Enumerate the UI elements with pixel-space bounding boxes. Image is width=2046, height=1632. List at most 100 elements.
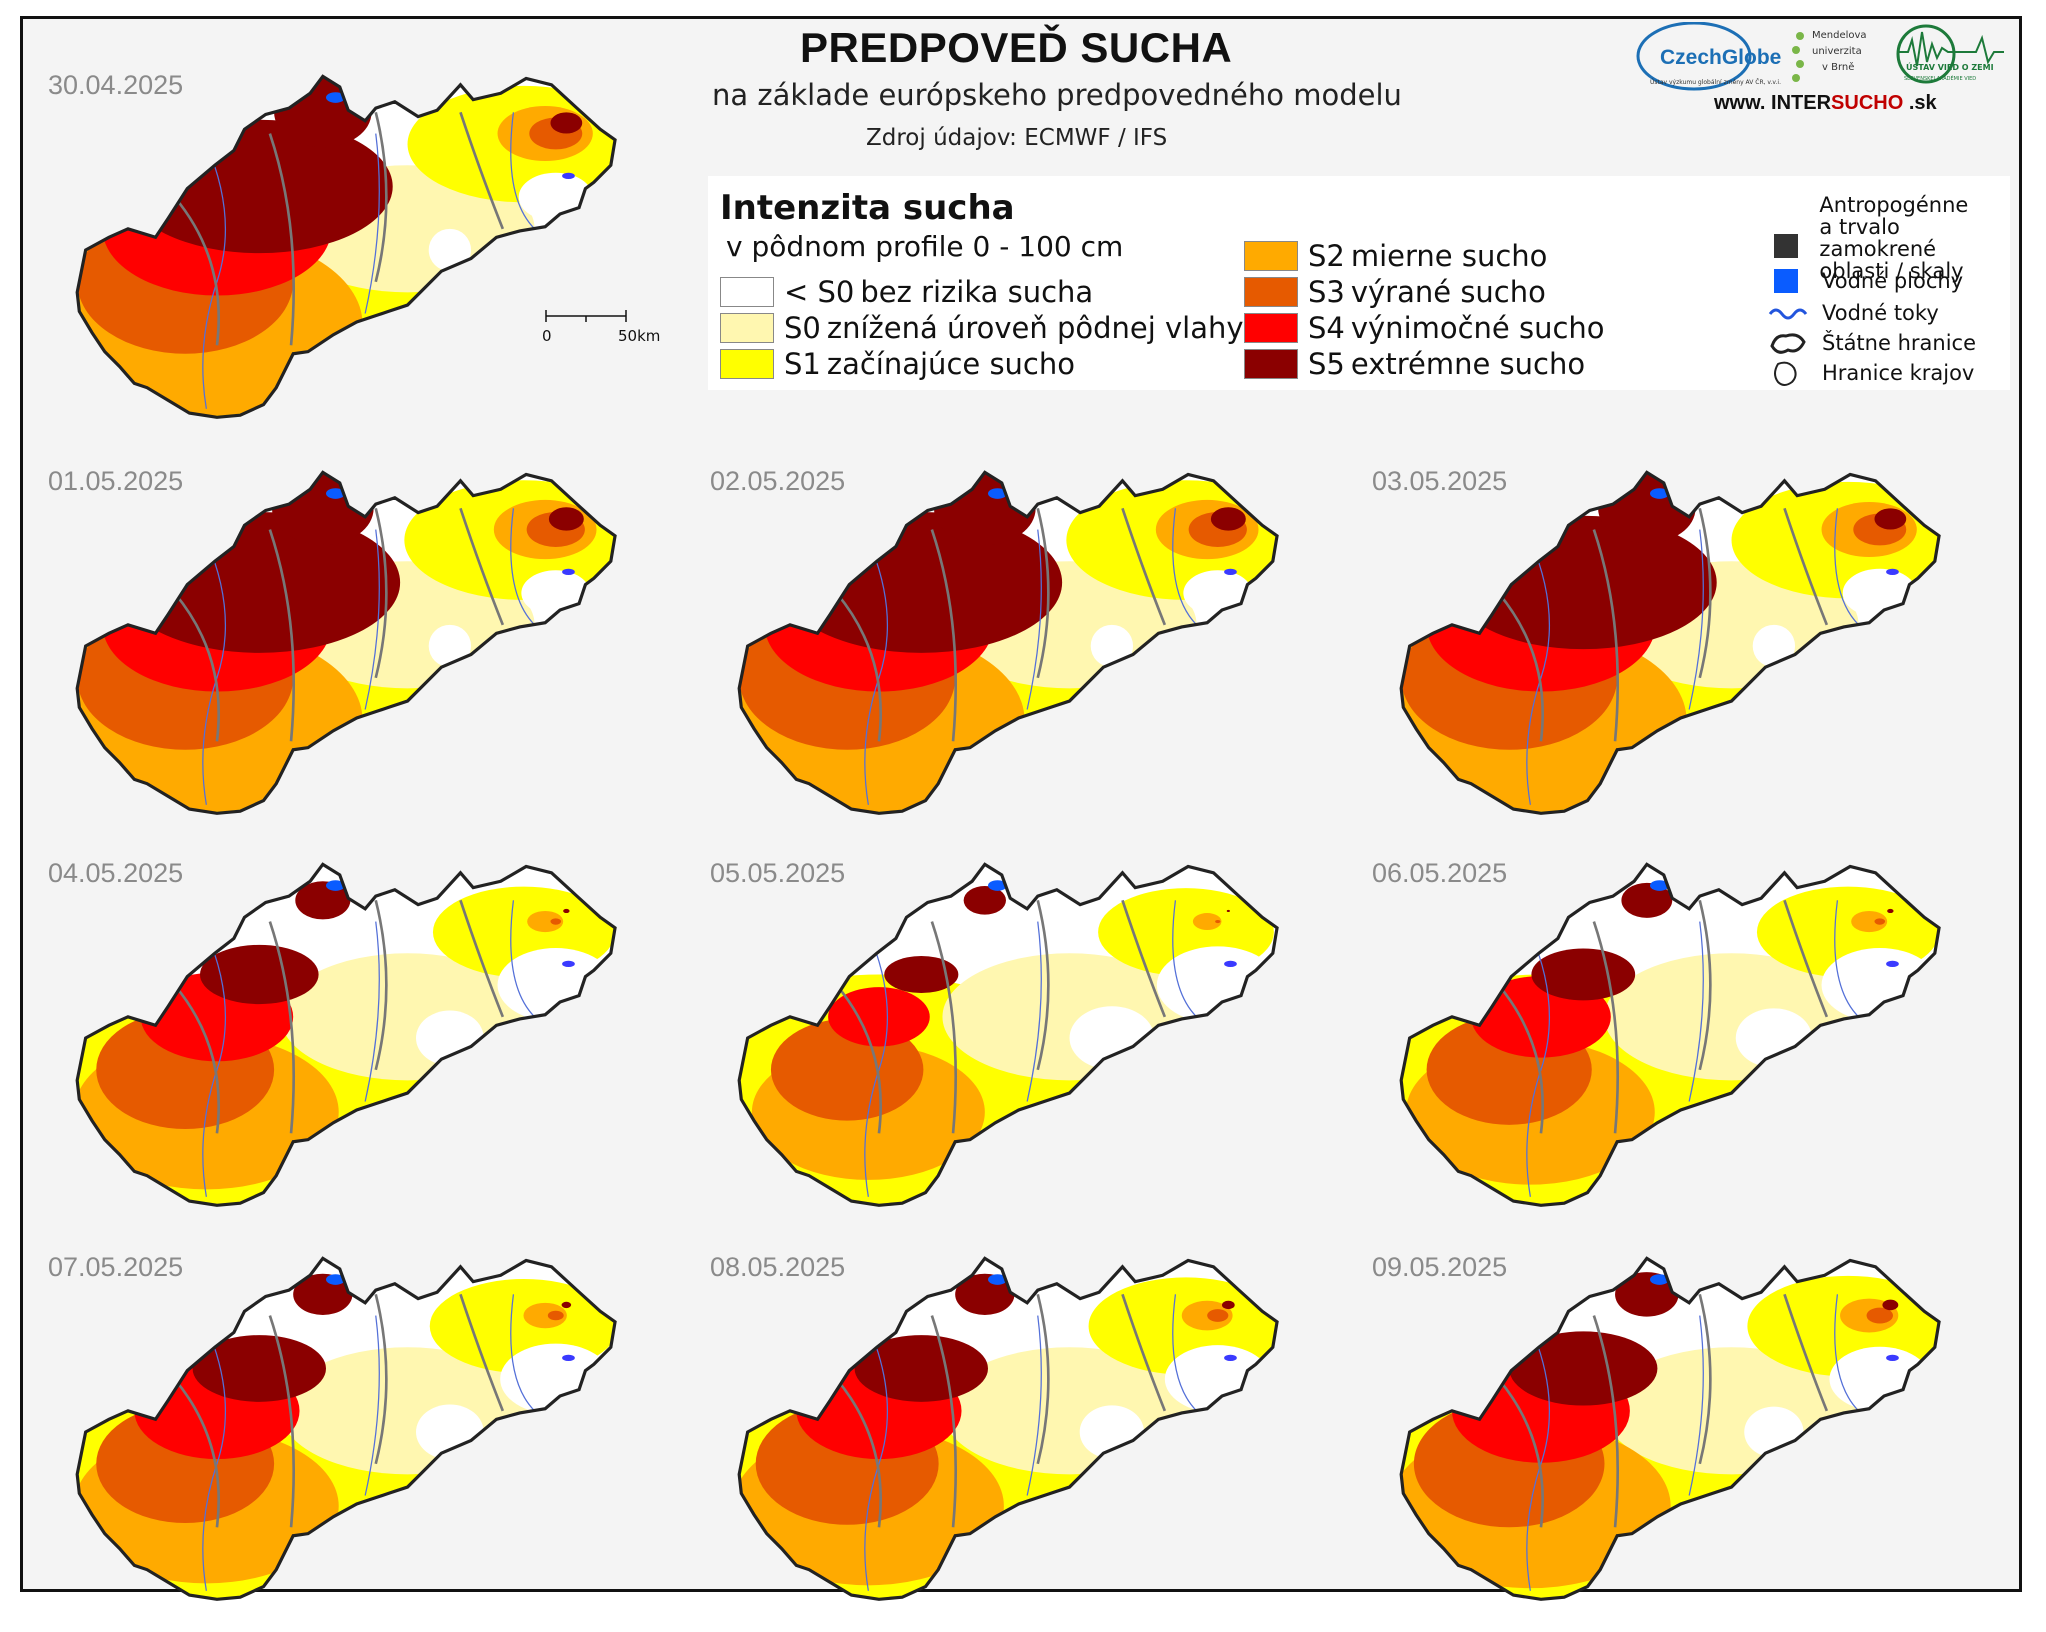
water-body: [1650, 1274, 1670, 1285]
state-border: [1399, 470, 1941, 815]
s5-area: [192, 1335, 326, 1402]
legend-title: Intenzita sucha: [720, 188, 1015, 228]
water-body: [562, 960, 575, 968]
legend-item-region-border: Hranice krajov: [1768, 358, 1974, 388]
east-s2-area: [523, 1302, 567, 1329]
page-title: PREDPOVEĎ SUCHA: [800, 24, 1233, 71]
data-source: Zdroj údajov: ECMWF / IFS: [866, 125, 1168, 151]
water-body: [326, 880, 346, 891]
river-line: [1834, 900, 1860, 1018]
map-panel-09.05.2025: 09.05.2025: [1368, 1252, 2028, 1632]
state-border: [737, 1256, 1279, 1601]
s5-area: [884, 955, 959, 993]
logos: CzechGlobe Ústav výzkumu globální změny …: [1636, 21, 2008, 120]
s4-area: [828, 987, 930, 1047]
east-s2-area: [527, 910, 564, 933]
region-border: [835, 507, 1167, 742]
legend-item-s2: S2 mierne sucho: [1244, 238, 1547, 274]
river-line: [1834, 1294, 1860, 1412]
region-border: [1497, 899, 1829, 1134]
czechglobe-wordmark: CzechGlobe: [1660, 46, 1781, 69]
dark-square-icon: [1774, 234, 1798, 258]
east-no-risk-area: [1164, 1345, 1271, 1413]
river-line: [1026, 529, 1042, 710]
east-no-risk-area: [497, 948, 614, 1023]
river-line: [1834, 508, 1860, 626]
east-s3-area: [550, 918, 562, 925]
east-s3-area: [547, 1310, 564, 1321]
region-border: [1497, 507, 1829, 742]
s5-area: [200, 944, 319, 1005]
map-panel-01.05.2025: 01.05.2025: [44, 466, 704, 846]
state-border: [737, 470, 1279, 815]
legend-item-anthropogenic: Antropogénne a trvalo zamokrené oblasti …: [1768, 194, 2010, 282]
s5-area: [1531, 948, 1636, 1001]
czechglobe-subtitle: Ústav výzkumu globální změny AV ČR, v.v.…: [1650, 79, 1781, 86]
east-s2-area: [1851, 910, 1888, 933]
region-border: [173, 899, 505, 1134]
river-line: [510, 900, 536, 1018]
river-line: [364, 529, 380, 710]
legend-item-s0: S0 znížená úroveň pôdnej vlahy: [720, 310, 1244, 346]
no-risk-area: [428, 228, 472, 272]
river-line: [202, 539, 227, 805]
slovakia-drought-map: [1399, 862, 1941, 1207]
website-link[interactable]: www. INTERSUCHO .sk: [1714, 92, 1937, 114]
river-line: [1526, 931, 1551, 1197]
river-line: [1026, 921, 1042, 1102]
river-line: [1172, 508, 1198, 626]
legend-swatch: [1244, 277, 1298, 307]
slovakia-drought-map: [75, 862, 617, 1207]
s5-north-area: [271, 472, 374, 545]
water-body: [562, 568, 575, 576]
state-border-icon: [1770, 333, 1806, 354]
state-border: [75, 862, 617, 1207]
east-no-risk-area: [1156, 946, 1278, 1024]
region-border: [173, 507, 505, 742]
water-body: [1886, 1354, 1899, 1362]
east-s5-area: [1887, 908, 1894, 914]
river-line: [510, 1294, 536, 1412]
state-border: [75, 1256, 617, 1601]
east-s3-area: [1207, 1309, 1229, 1322]
map-panel-02.05.2025: 02.05.2025: [706, 466, 1366, 846]
svg-text:v Brně: v Brně: [1822, 61, 1854, 73]
legend-swatch: [1244, 313, 1298, 343]
river-line: [1172, 1294, 1198, 1412]
map-date-label: 02.05.2025: [710, 466, 846, 496]
river-line: [364, 921, 380, 1102]
water-body: [1650, 488, 1670, 499]
no-risk-area: [1735, 1008, 1812, 1068]
region-border: [1497, 1293, 1829, 1528]
legend-item-s0-none: < S0 bez rizika sucha: [720, 274, 1093, 310]
water-body: [562, 172, 575, 180]
river-line: [1688, 529, 1704, 710]
east-s5-area: [548, 507, 584, 531]
mendel-logo: Mendelova univerzita v Brně: [1792, 30, 1867, 82]
water-body: [1224, 960, 1237, 968]
river-line: [1026, 1315, 1042, 1496]
state-border: [75, 74, 617, 419]
river-line: [364, 1315, 380, 1496]
no-risk-area: [1090, 624, 1134, 668]
legend-item-s5: S5 extrémne sucho: [1244, 346, 1585, 382]
water-body: [562, 1354, 575, 1362]
no-risk-area: [428, 624, 472, 668]
east-no-risk-area: [521, 570, 591, 616]
water-body: [988, 1274, 1008, 1285]
s5-north-area: [933, 472, 1036, 545]
east-s3-area: [1874, 918, 1886, 925]
region-border: [835, 899, 1167, 1134]
czechglobe-logo: CzechGlobe Ústav výzkumu globální změny …: [1636, 21, 1781, 91]
region-border: [835, 1293, 1167, 1528]
slovakia-drought-map: [1399, 470, 1941, 815]
east-s3-area: [1866, 1307, 1893, 1324]
s5-north-area: [1615, 1272, 1679, 1317]
map-date-label: 03.05.2025: [1372, 466, 1508, 496]
slovakia-drought-map: [737, 862, 1279, 1207]
legend-item-s3: S3 výrané sucho: [1244, 274, 1546, 310]
river-line: [510, 508, 536, 626]
east-s5-area: [550, 112, 583, 134]
uvz-logo: ÚSTAV VIED O ZEMI SLOVENSKEJ AKADÉMIE VI…: [1896, 24, 2004, 84]
s5-north-area: [274, 77, 372, 148]
